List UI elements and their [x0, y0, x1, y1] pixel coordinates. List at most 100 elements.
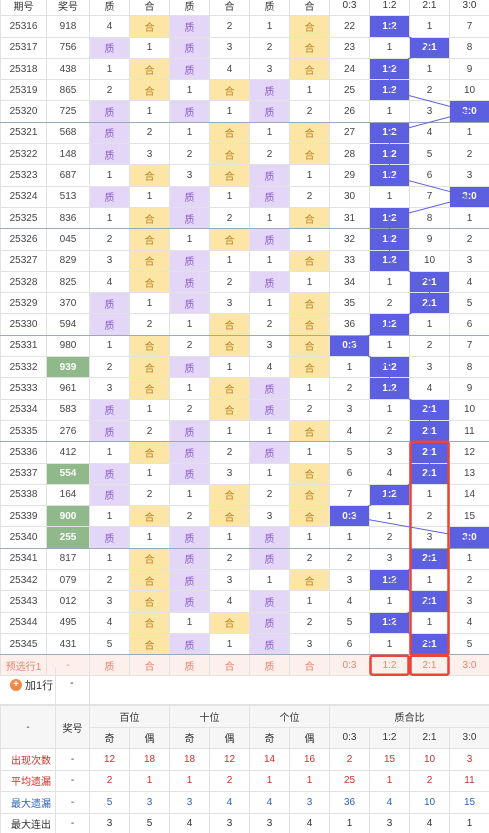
miss-count: 1	[169, 79, 210, 102]
composite-cell: 合	[289, 483, 330, 507]
predict-option[interactable]: 合	[289, 654, 330, 677]
predict-option[interactable]: 合	[129, 654, 170, 677]
stats-value: 16	[289, 748, 330, 771]
stats-value: 3	[169, 791, 210, 814]
table-row: 25337 554 质 1 质 3 1 合 6 4 2:1 13	[0, 462, 489, 485]
composite-cell: 合	[129, 632, 170, 656]
issue-id: 25335	[0, 419, 47, 443]
composite-cell: 合	[129, 15, 170, 38]
miss-count: 3	[209, 462, 250, 485]
group-bai: 百位	[89, 705, 170, 728]
composite-cell: 合	[129, 547, 170, 571]
table-row: 25328 825 4 合质 2 质 1 34 1 2:1 4	[0, 270, 489, 294]
miss-count: 1	[129, 398, 170, 421]
miss-count: 2	[169, 143, 210, 166]
ratio-hit-cell: 2:1	[409, 398, 450, 421]
prime-cell: 质	[89, 185, 130, 208]
add-row-value: -	[70, 677, 74, 689]
draw-number: 148	[46, 143, 90, 166]
miss-count: 4	[249, 356, 290, 379]
miss-count: 3	[89, 590, 130, 613]
predict-ratio-option[interactable]: 0:3	[329, 654, 370, 677]
miss-count: 1	[289, 377, 330, 400]
add-row-button[interactable]: + 加1行	[10, 677, 53, 693]
ratio-miss-cell: 25	[329, 79, 370, 102]
stats-value: 3	[289, 791, 330, 814]
composite-cell: 合	[129, 57, 170, 81]
prime-cell: 质	[249, 185, 290, 208]
table-row: 25343 012 3 合质 4 质 1 4 1 2:1 3	[0, 590, 489, 613]
stats-value: 10	[409, 748, 450, 771]
stats-value: 1	[449, 812, 489, 833]
ratio-miss-cell: 9	[449, 377, 489, 400]
miss-count: 1	[169, 611, 210, 634]
draw-number: 412	[46, 441, 90, 464]
ratio-miss-cell: 33	[329, 249, 370, 272]
stats-label: 平均遗漏	[0, 769, 56, 792]
table-row: 25324 513 质 1 质 1 质 2 30 1 7 3:0	[0, 185, 489, 208]
ratio-miss-cell: 1	[409, 611, 450, 634]
predict-option[interactable]: 质	[169, 654, 210, 677]
stats-sub-header: 1:2	[369, 726, 410, 749]
miss-count: 1	[249, 121, 290, 145]
ratio-miss-cell: 1	[369, 100, 410, 123]
prime-cell: 质	[169, 206, 210, 230]
header-cell: 合	[129, 0, 170, 17]
group-zhihebi: 质合比	[329, 705, 489, 728]
ratio-hit-cell: 1:2	[369, 57, 410, 81]
miss-count: 1	[289, 164, 330, 187]
predict-row-label: 预选行1	[0, 654, 47, 677]
miss-count: 2	[289, 547, 330, 571]
ratio-miss-cell: 5	[329, 611, 370, 634]
ratio-miss-cell: 8	[449, 356, 489, 379]
miss-count: 2	[129, 121, 170, 145]
miss-count: 2	[89, 79, 130, 102]
composite-cell: 合	[289, 15, 330, 38]
stats-value: 1	[329, 812, 370, 833]
table-row: 25336 412 1 合质 2 质 1 5 3 2:1 12	[0, 441, 489, 464]
ratio-miss-cell: 1	[369, 185, 410, 208]
draw-number: 431	[46, 632, 90, 656]
miss-count: 1	[89, 547, 130, 571]
ratio-miss-cell: 35	[329, 292, 370, 315]
draw-number: 370	[46, 292, 90, 315]
issue-id: 25342	[0, 569, 47, 592]
table-row: 25339 900 1 合 2 合 3 合 0:3 1 2 15	[0, 505, 489, 528]
stats-row: 最大连出 -3 5 4 3 3 4 1 3 4 1	[0, 812, 489, 833]
predict-ratio-option[interactable]: 3:0	[449, 654, 489, 677]
miss-count: 2	[289, 611, 330, 634]
ratio-hit-cell: 2:1	[409, 36, 450, 59]
table-row: 25333 961 3 合 1 合质 1 2 1:2 4 9	[0, 377, 489, 400]
predict-option[interactable]: 合	[209, 654, 250, 677]
stats-sub-header-row: 奇偶奇偶奇偶 0:3 1:2 2:1 3:0	[1, 726, 489, 749]
prime-cell: 质	[249, 164, 290, 187]
ratio-hit-cell: 2:1	[409, 547, 450, 571]
prime-cell: 质	[169, 569, 210, 592]
miss-count: 1	[89, 164, 130, 187]
miss-count: 1	[169, 377, 210, 400]
stats-sub-header: 奇	[169, 726, 210, 749]
ratio-miss-cell: 1	[449, 206, 489, 230]
composite-cell: 合	[289, 334, 330, 358]
ratio-miss-cell: 1	[369, 270, 410, 294]
composite-cell: 合	[129, 569, 170, 592]
ratio-miss-cell: 2	[409, 334, 450, 358]
predict-option[interactable]: 质	[249, 654, 290, 677]
prime-cell: 质	[169, 590, 210, 613]
predict-option[interactable]: 质	[89, 654, 130, 677]
draw-number: 513	[46, 185, 90, 208]
miss-count: 3	[89, 249, 130, 272]
composite-cell: 合	[289, 505, 330, 528]
stats-value: 5	[129, 812, 170, 833]
stats-value: 4	[209, 791, 250, 814]
stats-value: 36	[329, 791, 370, 814]
ratio-hit-cell: 1:2	[369, 121, 410, 145]
miss-count: 1	[249, 249, 290, 272]
group-shi: 十位	[169, 705, 250, 728]
miss-count: 2	[209, 441, 250, 464]
ratio-hit-cell: 2:1	[409, 590, 450, 613]
issue-id: 25322	[0, 143, 47, 166]
table-row: 25344 495 4 合 1 合质 2 5 1:2 1 4	[0, 611, 489, 634]
ratio-hit-cell: 2:1	[409, 441, 450, 464]
ratio-miss-cell: 1	[369, 334, 410, 358]
